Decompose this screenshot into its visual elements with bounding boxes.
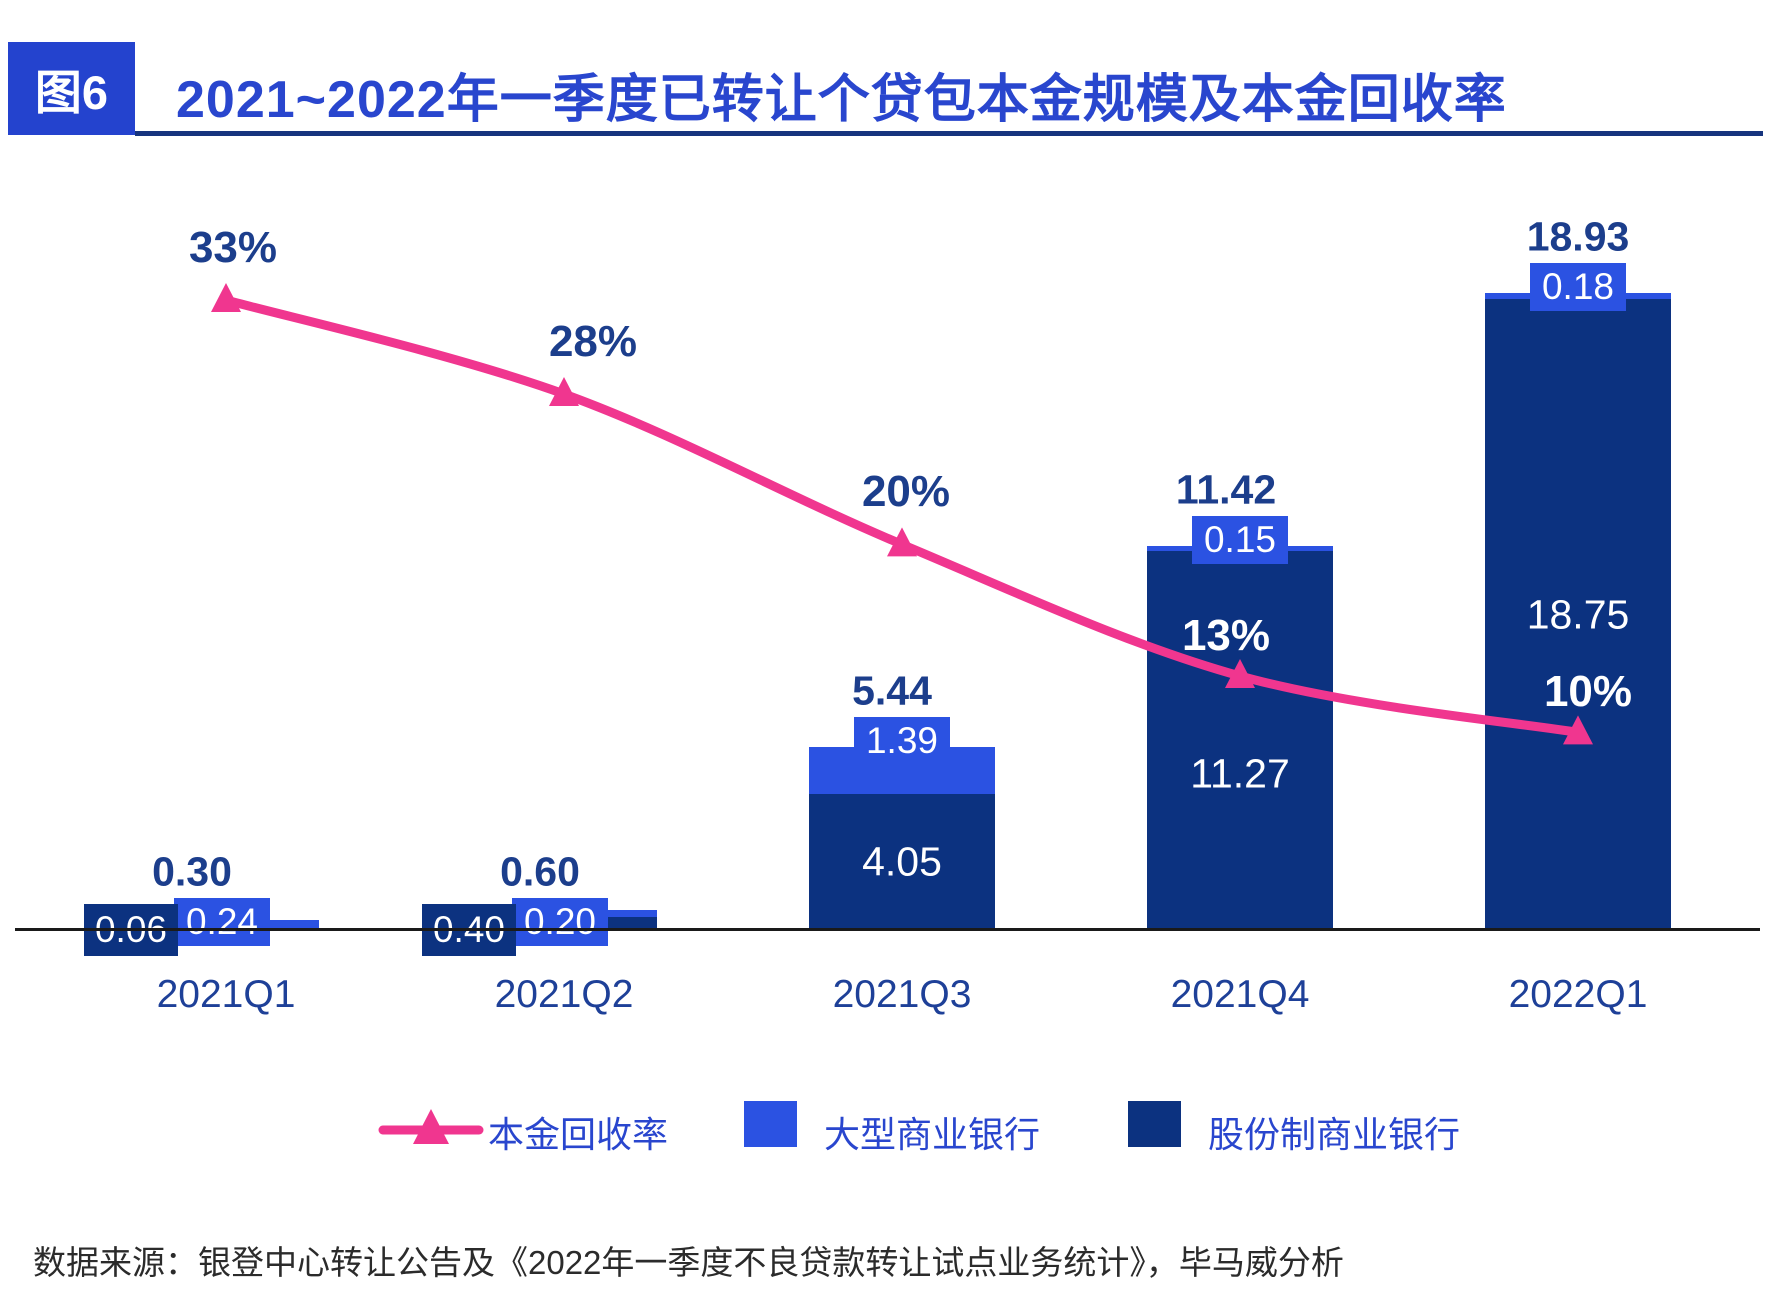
- data-label-shareholding-banks: 18.75: [1526, 591, 1630, 638]
- chart-area: 0.24 0.06 0.30 33% 2021Q1 0.20 0.40 0.60 28% 2021…: [0, 140, 1775, 1020]
- data-label-total: 0.30: [152, 848, 232, 895]
- data-label-recovery-rate: 28%: [548, 317, 638, 366]
- legend: （金额单位：亿元） 本金回收率 大型商业银行 股份制商业银行: [0, 1090, 1775, 1160]
- x-axis-line: [15, 928, 1760, 931]
- data-label-large-banks: 0.15: [1192, 515, 1288, 564]
- legend-swatch-large-banks: [744, 1101, 797, 1147]
- x-axis-label: 2021Q1: [156, 973, 296, 1016]
- figure-badge-label: 图6: [34, 66, 109, 119]
- x-axis-label: 2021Q4: [1170, 973, 1310, 1016]
- line-marker-triangle-icon: [211, 283, 241, 312]
- data-label-large-banks: 0.24: [174, 898, 270, 946]
- data-label-large-banks: 1.39: [854, 716, 950, 765]
- bar-segment-shareholding-banks: [809, 793, 995, 930]
- data-label-total: 5.44: [852, 667, 932, 714]
- data-label-shareholding-banks: 4.05: [862, 838, 942, 885]
- data-label-large-banks: 0.18: [1530, 263, 1626, 311]
- data-label-shareholding-banks: 11.27: [1190, 750, 1290, 797]
- x-axis-label: 2021Q2: [494, 973, 634, 1016]
- legend-label-large-banks: 大型商业银行: [824, 1114, 1041, 1155]
- legend-line-marker-icon: [378, 1109, 484, 1144]
- line-marker-triangle-icon: [549, 377, 579, 406]
- figure-badge: 图6: [8, 42, 135, 135]
- legend-swatch-shareholding-banks: [1128, 1101, 1181, 1147]
- data-label-total: 18.93: [1526, 213, 1630, 260]
- legend-label-recovery-rate: 本金回收率: [488, 1114, 669, 1155]
- title-underline: [135, 131, 1763, 136]
- data-label-large-banks: 0.20: [512, 898, 608, 946]
- bar-segment-shareholding-banks: [1147, 550, 1333, 930]
- data-label-recovery-rate: 10%: [1543, 667, 1633, 717]
- data-label-total: 0.60: [500, 848, 580, 895]
- data-label-total: 11.42: [1175, 466, 1277, 513]
- data-label-recovery-rate: 20%: [861, 467, 951, 517]
- x-axis-label: 2021Q3: [832, 973, 972, 1016]
- source-note: 数据来源：银登中心转让公告及《2022年一季度不良贷款转让试点业务统计》，毕马威…: [33, 1244, 1344, 1281]
- data-label-recovery-rate: 33%: [188, 223, 278, 272]
- x-axis-label: 2022Q1: [1508, 973, 1648, 1016]
- legend-label-shareholding-banks: 股份制商业银行: [1208, 1114, 1461, 1155]
- line-marker-triangle-icon: [887, 527, 917, 557]
- chart-title: 2021~2022年一季度已转让个贷包本金规模及本金回收率: [176, 71, 1507, 129]
- data-label-recovery-rate: 13%: [1181, 611, 1271, 660]
